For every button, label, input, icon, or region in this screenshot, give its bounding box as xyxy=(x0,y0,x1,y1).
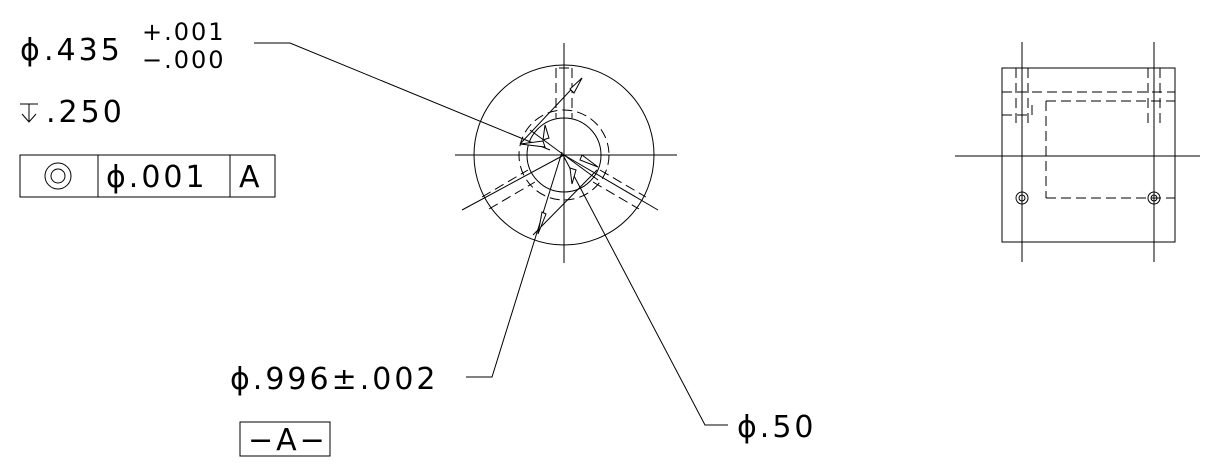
bore-diameter-callout: ϕ .435 +.001 −.000 xyxy=(20,18,551,151)
datum-label: −A− xyxy=(239,421,331,458)
arrow-head xyxy=(542,124,550,141)
side-view-outline xyxy=(1001,67,1176,243)
arrow-head xyxy=(579,154,599,168)
bore-tolerance-plus: +.001 xyxy=(142,18,226,46)
side-view-hole-left xyxy=(1015,191,1029,205)
depth-value: .250 xyxy=(46,95,125,130)
side-view-hole-right xyxy=(1147,191,1161,205)
fcf-tolerance: ϕ.001 xyxy=(106,160,208,195)
bore-diameter-symbol: ϕ xyxy=(20,33,43,68)
side-view-hidden-bore xyxy=(1002,100,1175,199)
depth-icon xyxy=(20,103,38,123)
bolt-circle-hidden xyxy=(518,109,610,201)
front-view xyxy=(455,43,677,263)
arrow-head xyxy=(569,77,583,94)
side-view-hidden-holes xyxy=(1002,68,1175,128)
bore-diameter-value: .435 xyxy=(44,33,123,68)
outer-circle xyxy=(473,64,655,246)
hole-lower-left-hidden xyxy=(481,169,536,210)
feature-control-frame: ϕ.001 A xyxy=(19,154,276,198)
arrow-head xyxy=(537,211,547,235)
datum-label-text: −A− xyxy=(248,423,328,458)
outer-diameter-leader xyxy=(466,151,563,378)
outer-diameter-text: ϕ.996±.002 xyxy=(230,362,439,397)
arrow-head xyxy=(519,140,546,148)
fcf-datum: A xyxy=(239,160,263,195)
hole-lower-right-hidden xyxy=(592,169,647,210)
bore-leader-line xyxy=(254,42,551,151)
bolt-circle-leader xyxy=(562,154,728,426)
bore-tolerance-minus: −.000 xyxy=(142,46,226,74)
concentricity-icon xyxy=(44,162,72,190)
fcf-border xyxy=(19,154,276,198)
hole-top-hidden xyxy=(555,67,573,118)
bolt-circle-callout: ϕ.50 xyxy=(562,154,817,445)
outer-diameter-callout: ϕ.996±.002 xyxy=(230,151,563,397)
bolt-circle-text: ϕ.50 xyxy=(737,410,817,445)
depth-callout: .250 xyxy=(20,95,125,130)
inner-bore-circle xyxy=(526,117,602,193)
arrow-head xyxy=(569,167,577,185)
side-view xyxy=(955,42,1200,262)
